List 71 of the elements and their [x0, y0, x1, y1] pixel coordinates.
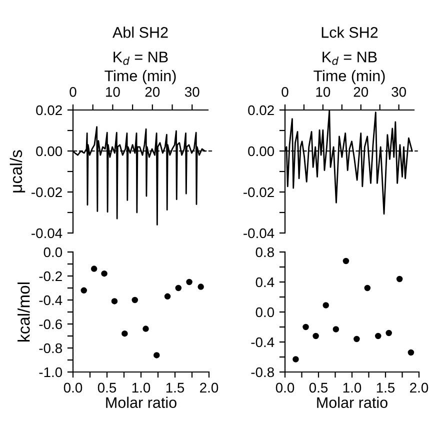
x-tick-label: 30	[184, 87, 200, 97]
point	[408, 349, 414, 356]
x-tick-label: 0.5	[98, 382, 116, 393]
point	[386, 330, 392, 336]
chart-subtitle: K$_{d}$ = NB	[322, 52, 377, 65]
x-tick-label: 1.5	[376, 382, 395, 393]
y-tick-label: 0.4	[256, 277, 274, 288]
x-axis-title: Molar ratio	[317, 396, 388, 408]
point	[186, 278, 192, 286]
chart-title: Lck SH2	[322, 26, 378, 38]
point	[322, 302, 329, 308]
x-tick-label: 1.5	[166, 382, 184, 393]
x-axis-title: Molar ratio	[106, 396, 176, 408]
y-tick-label: -0.04	[32, 228, 62, 238]
chart-title: Abl SH2	[112, 26, 168, 38]
x-tick-label: 0	[70, 87, 76, 97]
y-tick-label: 0.02	[248, 105, 274, 116]
point	[292, 356, 299, 362]
y-axis-title: μcal/s	[10, 150, 26, 192]
point	[198, 284, 204, 290]
point	[375, 332, 382, 340]
point	[90, 266, 98, 272]
y-tick-label: -0.02	[32, 187, 62, 198]
y-tick-label: -0.6	[39, 319, 62, 330]
y-tick-label: -0.8	[251, 367, 274, 378]
y-tick-label: 0.02	[36, 105, 62, 116]
point	[175, 284, 182, 292]
y-tick-label: -0.4	[39, 295, 62, 306]
x-tick-label: 0	[282, 87, 288, 97]
point	[364, 284, 371, 292]
point	[122, 330, 128, 337]
x-tick-label: 30	[392, 87, 406, 97]
x-tick-label: 2.0	[200, 382, 218, 393]
y-tick-label: 0.0	[256, 307, 274, 318]
y-axis-title: kcal/mol	[18, 282, 30, 342]
point	[354, 336, 360, 342]
x-tick-label: 10	[316, 87, 330, 97]
x-axis-title: Time (min)	[104, 70, 176, 84]
x-tick-label: 1.0	[132, 382, 150, 393]
point	[302, 324, 309, 330]
point	[154, 352, 160, 358]
x-tick-label: 10	[106, 87, 120, 97]
y-tick-label: -1.0	[39, 367, 62, 378]
point	[312, 332, 319, 340]
point	[132, 296, 138, 304]
x-tick-label: 1.0	[343, 382, 362, 393]
point	[164, 293, 171, 300]
point	[332, 326, 340, 332]
point	[101, 270, 108, 277]
y-tick-label: 0.00	[248, 146, 274, 156]
y-tick-label: -0.02	[244, 187, 274, 198]
x-tick-label: 0.0	[276, 382, 294, 393]
point	[142, 326, 149, 332]
point	[80, 287, 88, 294]
point	[111, 298, 118, 304]
y-tick-label: -0.04	[244, 228, 274, 238]
x-axis-title: Time (min)	[314, 70, 385, 84]
x-tick-label: 20	[354, 87, 368, 97]
x-tick-label: 0.0	[64, 382, 82, 393]
y-tick-label: 0.00	[36, 146, 62, 156]
point	[342, 258, 350, 264]
y-tick-label: -0.2	[39, 271, 62, 282]
point	[396, 276, 403, 282]
y-tick-label: -0.8	[39, 343, 62, 354]
chart-subtitle: K$_{d}$ = NB	[114, 52, 168, 65]
x-tick-label: 0.5	[309, 382, 328, 393]
y-tick-label: -0.4	[251, 337, 274, 348]
x-tick-label: 2.0	[410, 382, 428, 393]
y-tick-label: 0.8	[256, 247, 274, 258]
x-tick-label: 20	[145, 87, 160, 97]
y-tick-label: 0.0	[44, 247, 62, 258]
